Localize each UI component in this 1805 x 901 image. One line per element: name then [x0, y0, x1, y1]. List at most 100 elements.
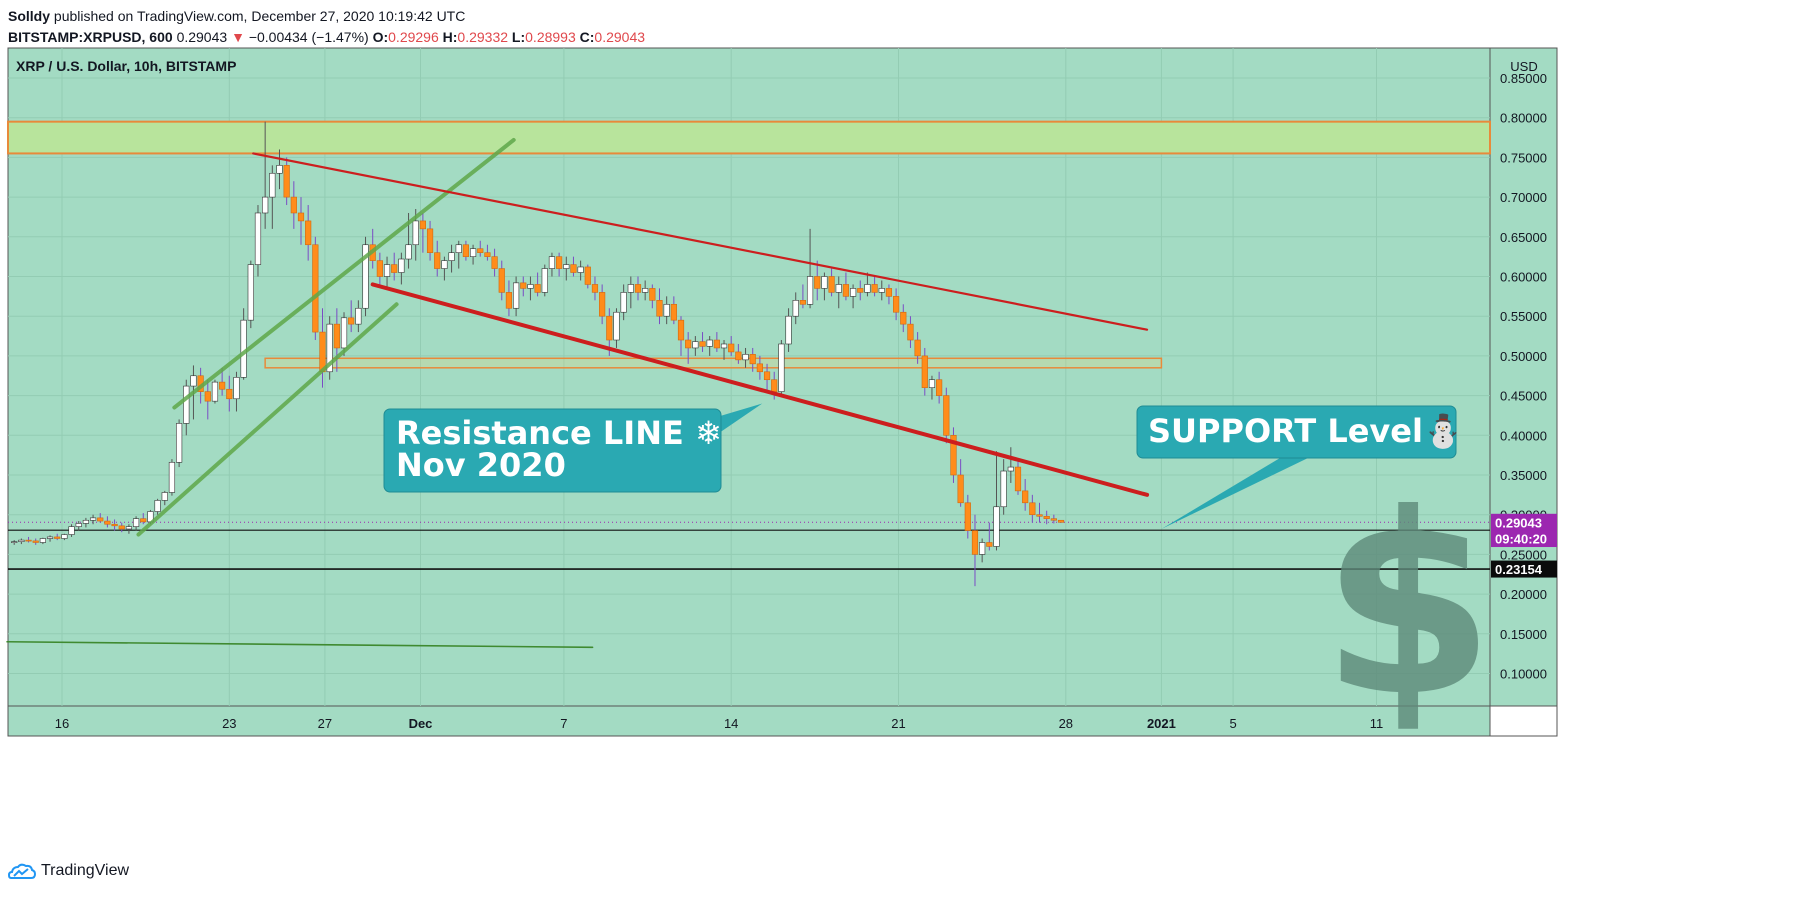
candle[interactable] [18, 538, 25, 545]
candle[interactable] [276, 149, 283, 190]
candle[interactable] [964, 494, 971, 539]
candle[interactable] [362, 236, 369, 317]
candle[interactable] [785, 308, 792, 352]
candle[interactable] [111, 519, 118, 531]
candle[interactable] [441, 256, 448, 281]
candle[interactable] [893, 288, 900, 321]
candle[interactable] [54, 533, 61, 541]
candle[interactable] [297, 197, 305, 245]
candle[interactable] [749, 347, 756, 372]
candle[interactable] [943, 387, 950, 444]
candle[interactable] [498, 260, 505, 301]
candle[interactable] [835, 276, 842, 309]
candle[interactable] [183, 379, 190, 436]
candle[interactable] [283, 157, 290, 206]
candle[interactable] [742, 347, 749, 368]
candle[interactable] [512, 276, 520, 317]
candle[interactable] [269, 165, 276, 229]
candle[interactable] [921, 347, 928, 396]
candle[interactable] [140, 513, 147, 525]
candle[interactable] [125, 524, 133, 534]
candle[interactable] [118, 522, 125, 533]
candle[interactable] [226, 375, 233, 412]
candle[interactable] [656, 288, 663, 325]
candle[interactable] [806, 228, 814, 309]
candle[interactable] [434, 240, 441, 277]
candle[interactable] [211, 379, 219, 404]
candle[interactable] [505, 280, 513, 317]
candle[interactable] [541, 264, 548, 297]
candle[interactable] [305, 205, 312, 261]
candle[interactable] [993, 451, 1000, 551]
candle[interactable] [936, 371, 943, 404]
candle[interactable] [971, 514, 979, 587]
candle[interactable] [950, 427, 957, 483]
candle[interactable] [627, 276, 634, 309]
candle[interactable] [857, 280, 864, 301]
candle[interactable] [455, 240, 462, 269]
candle[interactable] [326, 316, 333, 380]
candle[interactable] [219, 367, 226, 396]
candle[interactable] [907, 316, 914, 348]
candle[interactable] [1043, 510, 1050, 525]
red-upper[interactable] [252, 152, 1149, 331]
candle[interactable] [570, 256, 577, 277]
candle[interactable] [1029, 494, 1036, 523]
candle[interactable] [61, 533, 68, 541]
candle[interactable] [720, 340, 728, 360]
candle[interactable] [864, 272, 871, 297]
candle[interactable] [1050, 514, 1057, 524]
candle[interactable] [613, 308, 620, 348]
candle[interactable] [642, 280, 649, 301]
candle[interactable] [634, 276, 642, 301]
tradingview-logo[interactable]: TradingView [8, 862, 129, 880]
candle[interactable] [548, 252, 556, 277]
candle[interactable] [821, 272, 828, 301]
candle[interactable] [979, 538, 986, 563]
candle[interactable] [792, 292, 799, 325]
resistance-callout[interactable] [383, 408, 722, 493]
author-name[interactable]: Solldy [8, 8, 51, 24]
candle[interactable] [900, 304, 907, 333]
candle[interactable] [68, 524, 75, 537]
mid-zone[interactable] [264, 357, 1163, 369]
candle[interactable] [520, 276, 527, 297]
candle[interactable] [1036, 502, 1043, 523]
candle[interactable] [376, 252, 383, 285]
candle[interactable] [577, 260, 584, 281]
candle[interactable] [685, 332, 692, 364]
candle[interactable] [928, 375, 936, 400]
candle[interactable] [828, 268, 835, 297]
candle[interactable] [778, 340, 785, 396]
symbol-label[interactable]: BITSTAMP:XRPUSD, 600 [8, 29, 173, 45]
candle[interactable] [986, 522, 993, 551]
candle[interactable] [312, 236, 319, 341]
candle[interactable] [1007, 447, 1014, 483]
candle[interactable] [204, 379, 211, 420]
candle[interactable] [176, 419, 183, 468]
candle[interactable] [1057, 519, 1065, 523]
candle[interactable] [871, 276, 878, 297]
candle[interactable] [132, 516, 140, 531]
candle[interactable] [469, 244, 477, 265]
candle[interactable] [527, 276, 534, 301]
candle[interactable] [355, 300, 362, 333]
candle[interactable] [957, 459, 964, 507]
candle[interactable] [348, 300, 355, 333]
candle[interactable] [692, 336, 699, 356]
candle[interactable] [699, 332, 706, 352]
candle[interactable] [333, 308, 340, 372]
candle[interactable] [842, 272, 850, 301]
candle[interactable] [556, 252, 563, 277]
channel-lower[interactable] [136, 302, 399, 537]
candle[interactable] [914, 332, 921, 364]
candle[interactable] [735, 343, 742, 364]
candle[interactable] [713, 332, 720, 352]
candle[interactable] [25, 536, 32, 543]
candle[interactable] [491, 248, 498, 277]
candle[interactable] [670, 296, 677, 325]
candle[interactable] [233, 371, 240, 412]
channel-upper[interactable] [172, 137, 516, 410]
candle[interactable] [663, 296, 670, 325]
